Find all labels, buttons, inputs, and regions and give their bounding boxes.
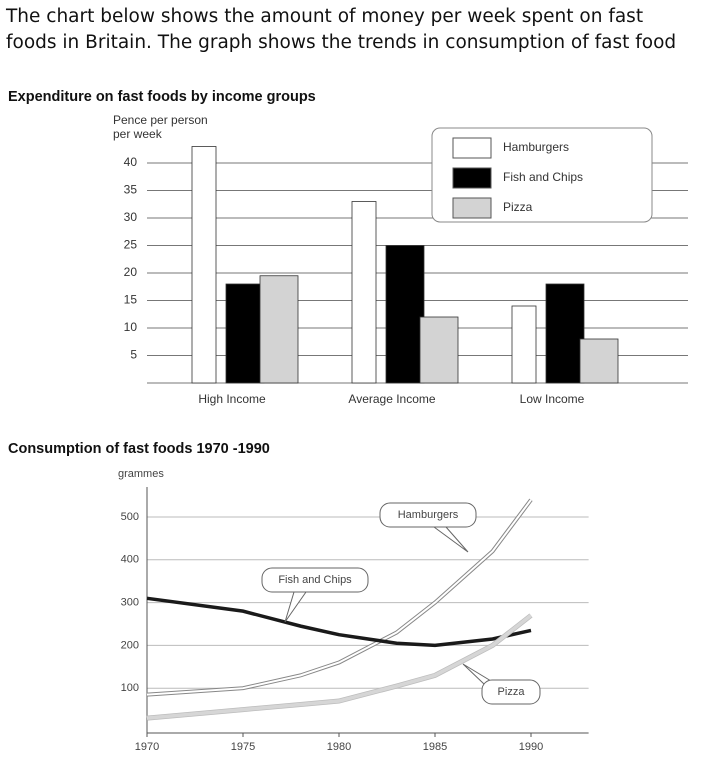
y-axis-label: per week (113, 127, 163, 141)
x-tick-label: 1975 (231, 741, 255, 753)
x-tick-label: Low Income (520, 392, 585, 406)
bar (511, 305, 537, 384)
legend-swatch (452, 167, 492, 189)
x-tick-label: 1980 (327, 741, 351, 753)
y-tick-label: 10 (124, 320, 138, 334)
legend-label: Fish and Chips (503, 170, 583, 184)
y-tick-label: 25 (124, 238, 138, 252)
y-tick-label: 200 (121, 639, 139, 651)
callout-box (481, 679, 541, 705)
callout-pointer (462, 663, 497, 685)
bar (545, 283, 585, 384)
y-tick-label: 15 (124, 293, 138, 307)
bar (191, 146, 217, 384)
y-tick-label: 20 (124, 265, 138, 279)
callout-pointer (433, 526, 469, 553)
callout-label: Fish and Chips (278, 574, 352, 586)
chart-title: Consumption of fast foods 1970 -1990 (8, 441, 270, 457)
y-axis-label: grammes (118, 468, 164, 480)
legend-label: Hamburgers (503, 140, 569, 154)
legend-swatch (452, 137, 492, 159)
line-outline (146, 498, 533, 697)
y-axis-label: Pence per person (113, 113, 208, 127)
line (146, 614, 533, 720)
bar (351, 201, 377, 384)
callout-label: Hamburgers (398, 509, 459, 521)
x-tick-label: High Income (198, 392, 266, 406)
y-tick-label: 5 (130, 348, 137, 362)
callout-label: Pizza (498, 686, 526, 698)
callout-box (379, 502, 477, 528)
y-tick-label: 100 (121, 682, 139, 694)
bar (419, 316, 459, 384)
x-tick-label: 1970 (135, 741, 159, 753)
x-tick-label: 1990 (519, 741, 543, 753)
bar (259, 275, 299, 384)
y-tick-label: 300 (121, 596, 139, 608)
bar (225, 283, 265, 384)
y-tick-label: 500 (121, 511, 139, 523)
callout-pointer (284, 591, 307, 623)
bar (385, 245, 425, 384)
y-tick-label: 40 (124, 155, 138, 169)
callout-box (261, 567, 369, 593)
y-tick-label: 35 (124, 183, 138, 197)
bar (579, 338, 619, 384)
legend-swatch (452, 197, 492, 219)
heading-line: The chart below shows the amount of mone… (5, 6, 643, 27)
line (146, 499, 532, 696)
y-tick-label: 30 (124, 210, 138, 224)
x-tick-label: 1985 (423, 741, 447, 753)
chart-title: Expenditure on fast foods by income grou… (8, 89, 316, 105)
legend-label: Pizza (503, 200, 533, 214)
y-tick-label: 400 (121, 554, 139, 566)
line (146, 596, 532, 648)
x-tick-label: Average Income (348, 392, 435, 406)
heading-line: foods in Britain. The graph shows the tr… (6, 32, 676, 53)
